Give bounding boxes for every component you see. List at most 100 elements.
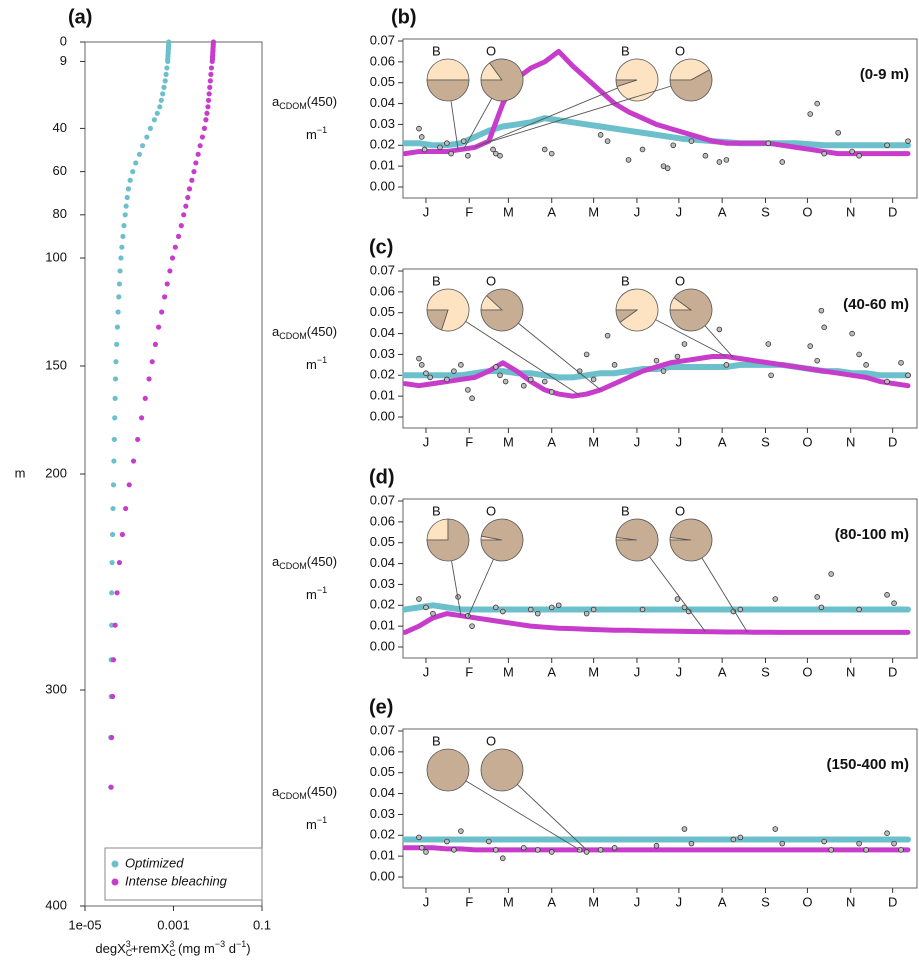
data-point [120,233,126,239]
observation [821,324,827,331]
y-tick-label: 0.05 [370,304,395,319]
data-point [167,268,173,274]
data-point [142,395,148,401]
label-part: C [169,948,176,958]
x-tick-label: O [802,894,812,909]
axis-label: aCDOM(450) [272,554,337,571]
data-point [203,117,209,123]
data-point [135,436,141,443]
pie-label: O [486,503,496,518]
data-point [110,657,117,663]
observation [730,836,737,843]
y-tick-label: 40 [53,120,67,135]
data-point [165,58,171,65]
observation [835,129,841,136]
observation [849,330,855,337]
data-point [193,160,199,166]
pie-label: B [621,503,630,518]
y-tick-label: 9 [60,53,67,68]
data-point [109,531,116,538]
label-part: −1 [317,585,327,595]
observation [444,376,450,383]
observation [768,372,774,379]
label-part: −1 [236,939,246,949]
x-tick-label: O [802,434,812,449]
pie-label: B [621,43,630,58]
observation [884,142,890,149]
x-tick-label: D [888,894,897,909]
observation [520,844,527,851]
pie-slice [615,79,638,87]
observation [418,362,425,368]
observation [460,138,467,144]
x-tick-label: D [888,204,897,219]
observation [458,362,464,368]
x-tick-label: M [588,434,599,449]
pie-slice [480,58,524,102]
observation [828,847,834,853]
observation [423,849,429,855]
observation [856,351,862,358]
y-tick-label: 0.06 [370,513,395,528]
data-point [110,505,116,512]
data-line [402,354,911,399]
axis-label: aCDOM(450) [272,324,337,341]
data-point [162,78,168,84]
y-tick-label: 0.06 [370,283,395,298]
x-tick-label: A [547,434,556,449]
data-point [112,376,119,382]
pie-label: O [486,273,496,288]
data-point [199,134,206,140]
observation [674,596,681,602]
x-tick-label: D [888,434,897,449]
pie-slice [426,518,470,562]
observation [527,606,534,613]
plot-frame [402,268,918,429]
observation [611,844,618,851]
data-point [119,244,125,250]
y-tick-label: 300 [45,681,67,696]
x-tick-label: 0.001 [157,917,190,932]
data-point [186,186,193,192]
axis-label: aCDOM(450) [272,94,337,111]
observation [451,847,457,853]
observation [583,351,590,358]
y-tick-label: 0.04 [370,785,395,800]
data-point [109,559,115,566]
data-point [144,134,150,140]
y-tick-label: 100 [45,249,67,264]
pie-slice [669,58,710,81]
y-tick-label: 0.07 [370,262,395,277]
x-tick-label: M [503,204,514,219]
pie-label: O [675,503,685,518]
y-tick-label: 0.01 [370,158,395,173]
data-line [402,48,911,157]
observation [898,847,904,853]
observation [737,606,744,613]
data-point [158,97,164,103]
plot-frame [402,498,918,659]
observation [469,623,475,629]
pie-label: B [432,733,441,748]
observation [416,355,422,362]
pie-label: O [675,43,685,58]
data-point [195,151,201,157]
label-part: a [272,554,280,569]
x-tick-label: S [761,664,770,679]
data-point [124,194,130,201]
label-part: CDOM [279,331,307,341]
observation [486,838,492,845]
x-tick-label: F [465,894,473,909]
observation [670,142,677,149]
data-line [402,602,912,613]
observation [423,604,429,611]
observation [534,610,541,617]
observation [590,606,597,613]
data-point [122,212,128,218]
data-point [112,395,118,401]
observation [437,144,443,151]
observation [604,138,611,144]
observation [905,138,911,144]
data-point [118,255,124,261]
